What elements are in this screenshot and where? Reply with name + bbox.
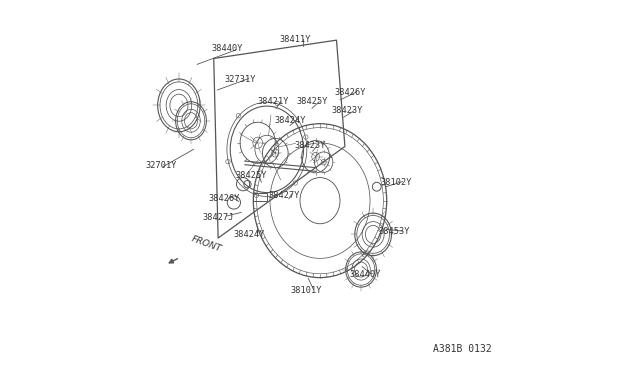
Text: 38423Y: 38423Y	[294, 141, 326, 150]
Text: 32731Y: 32731Y	[225, 75, 256, 84]
Text: 38440Y: 38440Y	[212, 44, 243, 53]
Text: 32701Y: 32701Y	[146, 161, 177, 170]
Text: 38453Y: 38453Y	[379, 227, 410, 236]
Text: 38427J: 38427J	[203, 213, 234, 222]
Text: 38421Y: 38421Y	[258, 97, 289, 106]
Text: 38424Y: 38424Y	[234, 230, 266, 239]
Text: A381B 0132: A381B 0132	[433, 344, 492, 354]
Text: FRONT: FRONT	[190, 235, 223, 254]
Text: 38426Y: 38426Y	[208, 193, 240, 203]
Text: 38426Y: 38426Y	[335, 88, 366, 97]
Text: 38411Y: 38411Y	[280, 35, 311, 44]
Bar	[253, 193, 268, 201]
Text: 38425Y: 38425Y	[296, 97, 328, 106]
Text: 38427Y: 38427Y	[269, 191, 300, 200]
Text: 38423Y: 38423Y	[331, 106, 362, 115]
Text: 38440Y: 38440Y	[349, 270, 381, 279]
Text: 38101Y: 38101Y	[291, 286, 322, 295]
Text: 38102Y: 38102Y	[380, 178, 412, 187]
Text: 38425Y: 38425Y	[236, 170, 268, 180]
Text: 38424Y: 38424Y	[274, 116, 306, 125]
